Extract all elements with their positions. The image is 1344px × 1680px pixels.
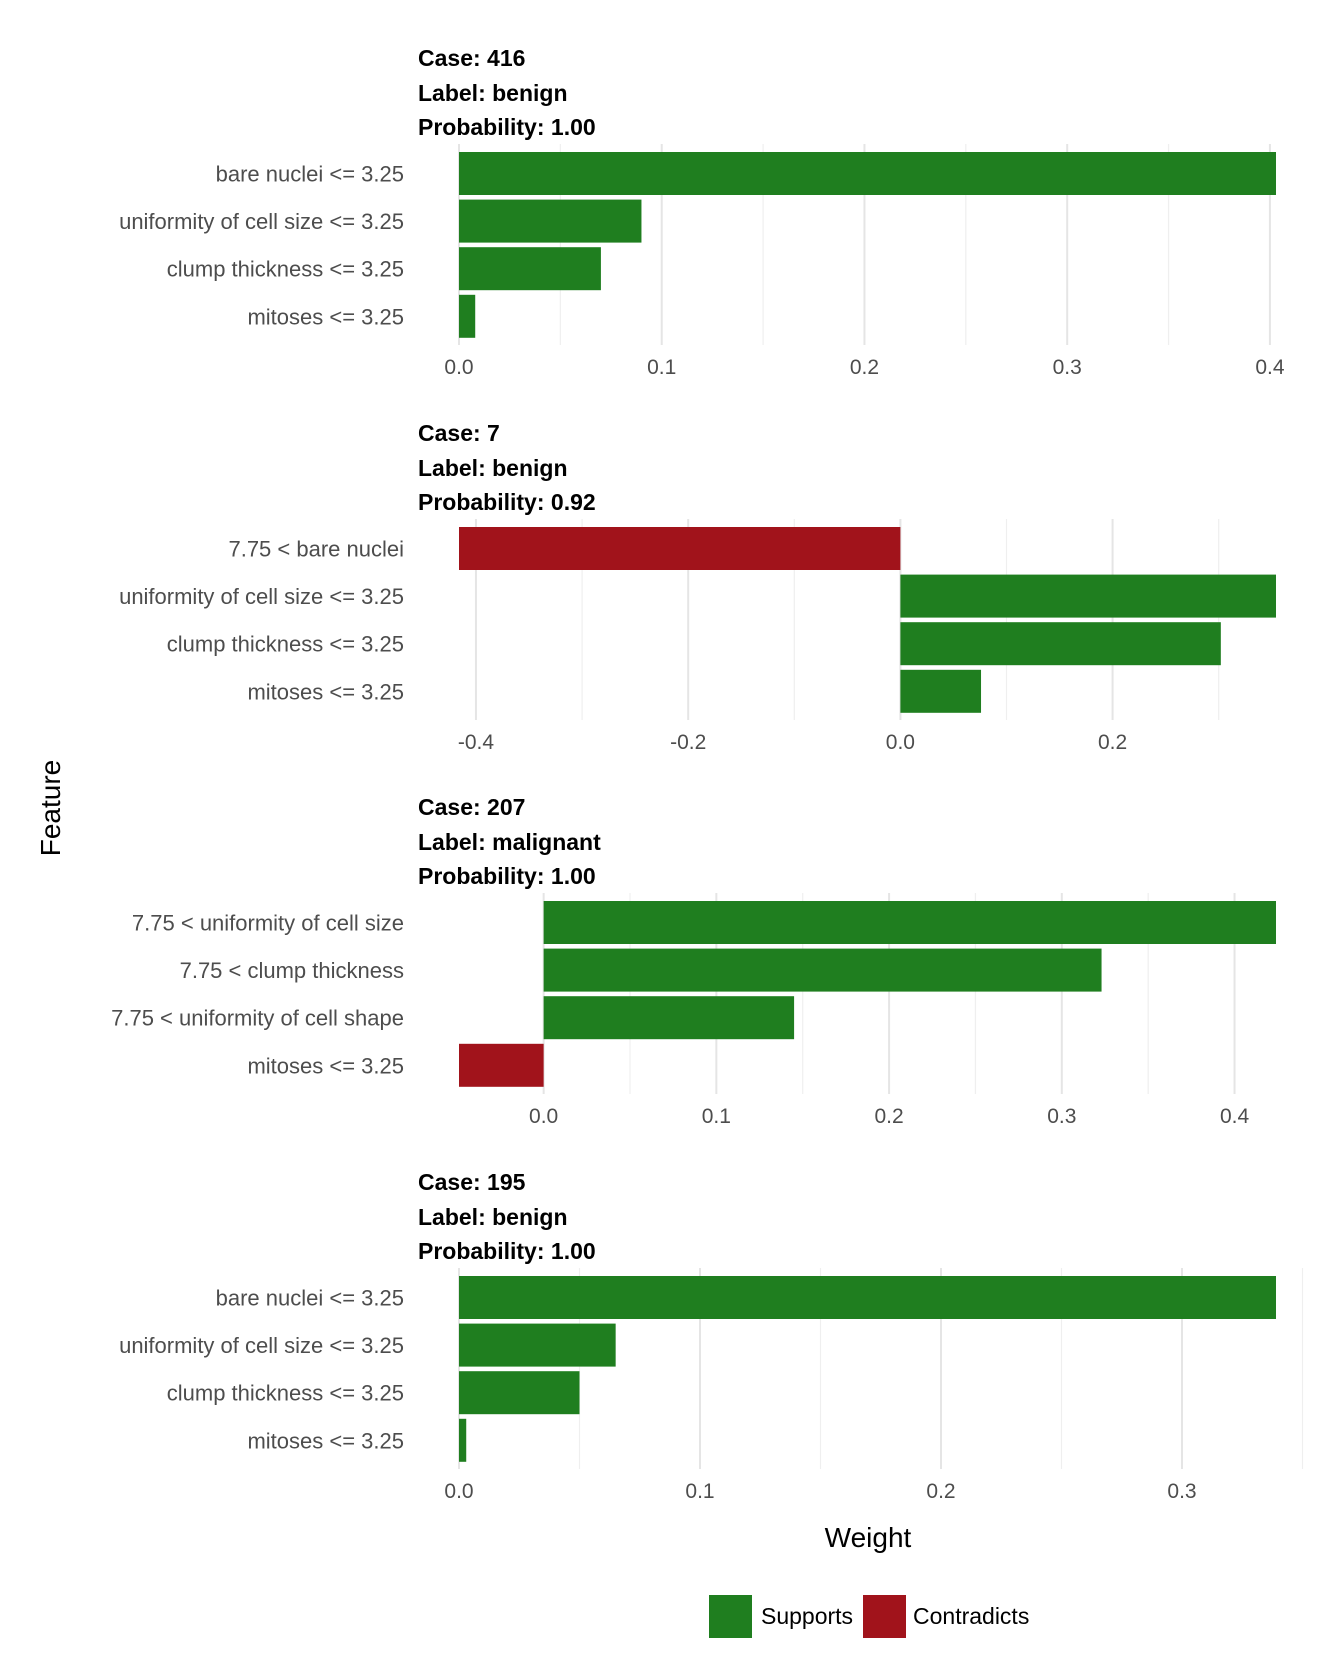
x-tick-label: 0.0 — [529, 1105, 558, 1128]
panel-title-line: Probability: 1.00 — [418, 1238, 596, 1264]
bar-supports — [900, 574, 1276, 618]
x-tick-label: 0.1 — [702, 1105, 731, 1128]
bar-supports — [543, 996, 795, 1040]
x-tick-label: 0.0 — [444, 356, 473, 379]
feature-label: uniformity of cell size <= 3.25 — [119, 209, 404, 234]
panel-2: Case: 7 Label: benign Probability: 0.92 7.7… — [119, 420, 1276, 754]
feature-label: 7.75 < bare nuclei — [228, 537, 404, 562]
panel-title-line: Label: benign — [418, 80, 568, 106]
panel-title-line: Label: malignant — [418, 829, 601, 855]
bar-supports — [459, 1418, 467, 1462]
panel-title-line: Probability: 0.92 — [418, 489, 596, 515]
bar-contradicts — [459, 1043, 544, 1087]
panel-title-line: Case: 195 — [418, 1169, 526, 1195]
x-tick-label: 0.0 — [886, 731, 915, 754]
feature-label: mitoses <= 3.25 — [247, 1053, 404, 1078]
x-tick-label: 0.2 — [850, 356, 879, 379]
y-axis-title: Feature — [35, 760, 66, 857]
bar-supports — [459, 1276, 1276, 1319]
x-tick-label: 0.3 — [1167, 1480, 1196, 1503]
legend-label-supports: Supports — [761, 1603, 853, 1629]
x-tick-label: 0.1 — [647, 356, 676, 379]
bar-supports — [900, 622, 1221, 666]
feature-label: uniformity of cell size <= 3.25 — [119, 1333, 404, 1358]
x-axis-title: Weight — [825, 1522, 912, 1553]
x-tick-label: 0.2 — [1098, 731, 1127, 754]
panel-title-line: Label: benign — [418, 455, 568, 481]
panels-group: Case: 416 Label: benign Probability: 1.00 b… — [111, 45, 1304, 1503]
legend-swatch-contradicts — [863, 1595, 906, 1638]
feature-label: uniformity of cell size <= 3.25 — [119, 584, 404, 609]
legend: Supports Contradicts — [709, 1595, 1029, 1638]
x-tick-label: 0.4 — [1255, 356, 1285, 379]
bar-supports — [459, 247, 601, 291]
legend-label-contradicts: Contradicts — [913, 1603, 1029, 1629]
feature-label: bare nuclei <= 3.25 — [216, 1286, 404, 1311]
feature-label: mitoses <= 3.25 — [247, 1428, 404, 1453]
feature-label: 7.75 < uniformity of cell size — [132, 911, 404, 936]
panel-title-line: Case: 207 — [418, 794, 525, 820]
legend-swatch-supports — [709, 1595, 752, 1638]
bar-supports — [459, 1371, 580, 1415]
x-tick-label: 0.3 — [1053, 356, 1082, 379]
feature-label: clump thickness <= 3.25 — [167, 257, 404, 282]
feature-label: mitoses <= 3.25 — [247, 679, 404, 704]
x-tick-label: 0.0 — [444, 1480, 473, 1503]
panel-1: Case: 416 Label: benign Probability: 1.00 b… — [119, 45, 1285, 379]
x-tick-label: -0.2 — [670, 731, 706, 754]
panel-title-line: Probability: 1.00 — [418, 114, 596, 140]
bar-supports — [900, 669, 982, 713]
x-tick-label: 0.4 — [1220, 1105, 1250, 1128]
feature-label: 7.75 < uniformity of cell shape — [111, 1006, 404, 1031]
bar-supports — [543, 948, 1102, 992]
panel-title-line: Case: 7 — [418, 420, 500, 446]
bar-supports — [459, 1323, 616, 1367]
panel-title-line: Label: benign — [418, 1204, 568, 1230]
panel-4: Case: 195 Label: benign Probability: 1.00 b… — [119, 1169, 1304, 1503]
bar-supports — [543, 901, 1276, 944]
feature-label: clump thickness <= 3.25 — [167, 632, 404, 657]
bar-supports — [459, 294, 476, 338]
bar-supports — [459, 152, 1276, 195]
x-tick-label: 0.2 — [874, 1105, 903, 1128]
panel-3: Case: 207 Label: malignant Probability: 1.… — [111, 794, 1276, 1128]
x-tick-label: 0.2 — [926, 1480, 955, 1503]
feature-label: mitoses <= 3.25 — [247, 304, 404, 329]
bar-supports — [459, 199, 642, 243]
feature-label: 7.75 < clump thickness — [180, 958, 404, 983]
panel-title-line: Probability: 1.00 — [418, 863, 596, 889]
bar-contradicts — [459, 527, 901, 570]
x-tick-label: 0.1 — [685, 1480, 714, 1503]
feature-label: bare nuclei <= 3.25 — [216, 162, 404, 187]
panel-title-line: Case: 416 — [418, 45, 525, 71]
x-tick-label: 0.3 — [1047, 1105, 1076, 1128]
feature-label: clump thickness <= 3.25 — [167, 1381, 404, 1406]
x-tick-label: -0.4 — [458, 731, 495, 754]
